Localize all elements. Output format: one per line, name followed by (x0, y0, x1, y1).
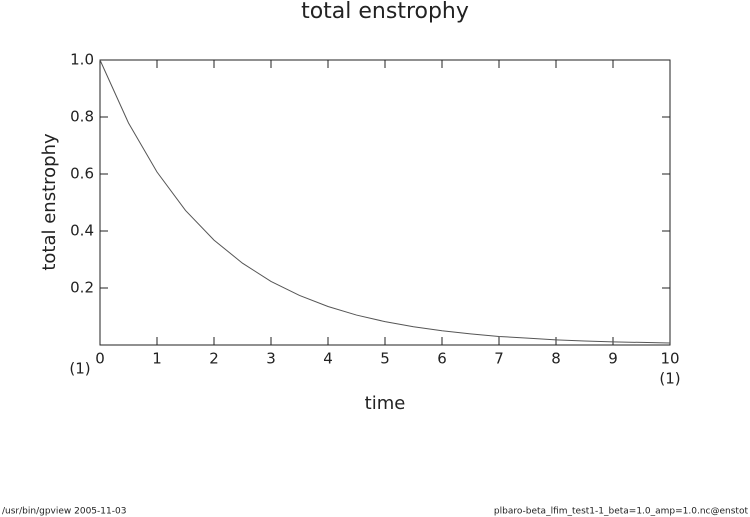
y-tick-label: 0.8 (70, 108, 94, 126)
y-tick-label: 0.2 (70, 279, 94, 297)
x-tick-label: 10 (660, 350, 679, 368)
x-tick-label: 1 (152, 350, 162, 368)
x-axis-label: time (365, 393, 406, 414)
x-unit-label: (1) (659, 370, 680, 388)
footer-left: /usr/bin/gpview 2005-11-03 (2, 507, 126, 517)
footer-right: plbaro-beta_lfim_test1-1_beta=1.0_amp=1.… (494, 507, 749, 517)
x-tick-label: 9 (608, 350, 618, 368)
y-tick-label: 1.0 (70, 51, 94, 69)
x-tick-label: 3 (266, 350, 276, 368)
x-tick-label: 0 (95, 350, 105, 368)
line (99, 59, 671, 344)
x-tick-label: 2 (209, 350, 219, 368)
x-tick-label: 5 (380, 350, 390, 368)
y-tick-label: 0.6 (70, 165, 94, 183)
y-unit-label: (1) (69, 360, 90, 378)
x-tick-label: 7 (494, 350, 504, 368)
x-tick-label: 6 (437, 350, 447, 368)
y-axis-label: total enstrophy (39, 133, 60, 271)
chart-title: total enstrophy (301, 0, 469, 24)
y-tick-label: 0.4 (70, 222, 94, 240)
x-tick-label: 8 (551, 350, 561, 368)
x-tick-label: 4 (323, 350, 333, 368)
